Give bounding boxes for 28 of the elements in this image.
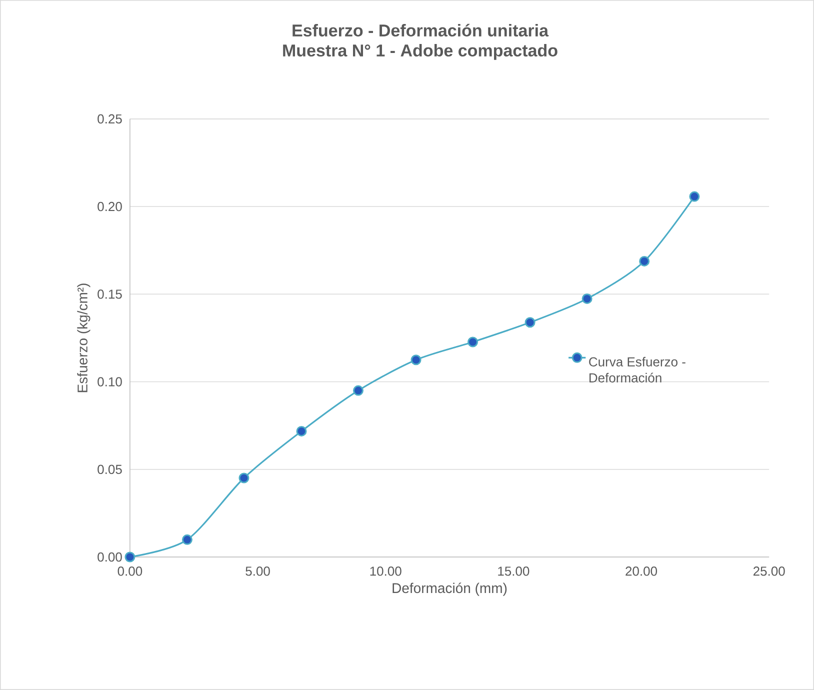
x-tick-label: 20.00 [626,566,658,576]
point [524,317,536,328]
point [410,354,422,366]
x-tick-label: 0.00 [118,566,142,576]
x-tick-label: 5.00 [246,566,270,576]
point [582,293,592,304]
point [296,426,307,436]
x-tick-label: 10.00 [370,566,402,576]
point [352,385,364,396]
chart-subtitle: Muestra N° 1 - Adobe compactado [283,44,558,60]
point [639,256,650,266]
point [689,191,700,202]
y-tick-label: 0.05 [98,464,122,474]
y-tick-label: 0.25 [98,114,122,124]
point [124,552,136,562]
y-axis-title: Esfuerzo (kg/cm²) [77,284,90,392]
y-tick-label: 0.20 [98,202,122,212]
legend-label: Curva Esfuerzo - Deformación [589,356,686,382]
y-tick-label: 0.15 [98,290,122,299]
y-tick-label: 0.00 [98,552,122,562]
point [182,534,192,545]
point [468,336,478,348]
x-tick-label: 15.00 [498,566,530,576]
chart-title: Esfuerzo - Deformación unitaria [292,24,549,37]
x-tick-label: 25.00 [753,566,785,576]
point [238,472,250,484]
x-axis-title: Deformación (mm) [392,582,507,596]
y-tick-label: 0.10 [98,377,122,386]
